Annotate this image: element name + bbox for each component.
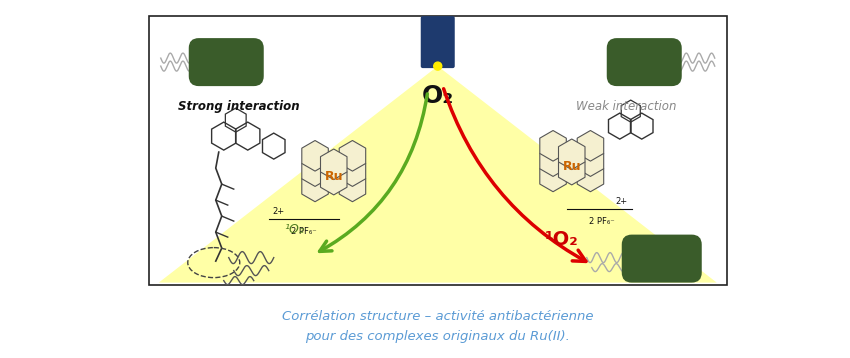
Polygon shape: [558, 154, 585, 185]
Bar: [149, 16, 727, 285]
FancyArrowPatch shape: [320, 94, 428, 251]
Text: Strong interaction: Strong interaction: [178, 100, 299, 113]
FancyArrowPatch shape: [444, 89, 586, 261]
Polygon shape: [339, 140, 366, 171]
Polygon shape: [320, 149, 347, 180]
Polygon shape: [339, 156, 366, 187]
FancyBboxPatch shape: [607, 38, 682, 86]
Text: 2+: 2+: [273, 207, 285, 216]
Polygon shape: [159, 66, 717, 282]
Polygon shape: [577, 161, 604, 192]
Text: 2 PF₆⁻: 2 PF₆⁻: [291, 227, 316, 236]
Text: 2+: 2+: [615, 197, 628, 205]
Text: 2 PF₆⁻: 2 PF₆⁻: [589, 217, 615, 226]
Polygon shape: [577, 131, 604, 161]
Text: Corrélation structure – activité antibactérienne: Corrélation structure – activité antibac…: [282, 310, 593, 323]
FancyBboxPatch shape: [189, 38, 264, 86]
Text: ¹O₂: ¹O₂: [545, 230, 579, 249]
FancyBboxPatch shape: [621, 234, 702, 282]
Polygon shape: [558, 139, 585, 170]
FancyBboxPatch shape: [421, 16, 455, 68]
Text: ¹O₂: ¹O₂: [284, 223, 303, 236]
Text: O₂: O₂: [422, 84, 454, 108]
Polygon shape: [302, 156, 328, 187]
Polygon shape: [540, 161, 566, 192]
Text: Ru: Ru: [325, 170, 343, 183]
Text: pour des complexes originaux du Ru(II).: pour des complexes originaux du Ru(II).: [305, 330, 570, 343]
Polygon shape: [540, 131, 566, 161]
Polygon shape: [320, 164, 347, 195]
Polygon shape: [302, 171, 328, 202]
Polygon shape: [540, 146, 566, 176]
Polygon shape: [577, 146, 604, 176]
Circle shape: [434, 62, 442, 70]
Text: Ru: Ru: [563, 160, 581, 173]
Polygon shape: [339, 171, 366, 202]
Text: Weak interaction: Weak interaction: [576, 100, 677, 113]
Polygon shape: [302, 140, 328, 171]
